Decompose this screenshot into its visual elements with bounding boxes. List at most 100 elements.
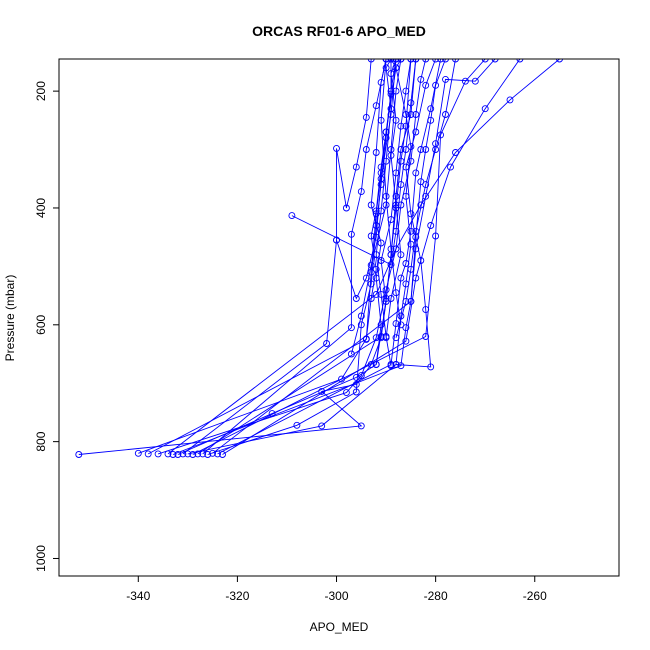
data-point <box>392 59 400 63</box>
data-point <box>387 59 395 63</box>
data-point <box>397 59 405 63</box>
data-point <box>407 99 415 107</box>
data-point <box>382 64 390 72</box>
data-point <box>432 81 440 89</box>
y-axis-label: Pressure (mbar) <box>3 275 17 362</box>
data-point <box>342 389 350 397</box>
series-line-24 <box>395 59 456 338</box>
data-point <box>357 188 365 196</box>
data-point <box>481 59 489 63</box>
data-point <box>407 297 415 305</box>
data-point <box>556 59 563 63</box>
series-line-22 <box>370 59 387 365</box>
series-line-20 <box>375 59 392 366</box>
data-point <box>402 122 410 130</box>
data-point <box>412 245 420 253</box>
data-point <box>442 111 449 118</box>
data-point <box>407 265 415 273</box>
data-point <box>357 312 365 320</box>
data-point <box>382 201 390 209</box>
data-point <box>367 268 375 276</box>
data-point <box>402 146 410 153</box>
data-point <box>377 321 385 329</box>
data-point <box>402 297 410 305</box>
data-point <box>323 340 331 347</box>
data-point <box>377 257 385 264</box>
data-point <box>392 201 400 209</box>
data-point <box>184 450 192 458</box>
data-point <box>417 146 425 153</box>
series-line-17 <box>291 59 417 266</box>
series-line-15 <box>222 59 521 455</box>
data-point <box>219 451 226 458</box>
series-line-25 <box>380 59 402 325</box>
series-line-5 <box>202 59 387 455</box>
data-point <box>372 265 380 273</box>
data-point <box>417 257 425 264</box>
data-point <box>432 232 440 240</box>
series-line-19 <box>350 59 402 355</box>
data-point <box>422 192 430 200</box>
x-tick-label: -280 <box>424 589 448 603</box>
data-point <box>452 149 459 156</box>
data-point <box>367 295 375 302</box>
data-point <box>397 181 405 189</box>
data-point <box>382 192 390 200</box>
data-point <box>362 113 370 121</box>
data-point <box>372 290 380 298</box>
data-point <box>422 81 430 89</box>
data-point <box>367 201 375 209</box>
data-point <box>204 451 212 458</box>
data-point <box>377 207 385 215</box>
data-point <box>352 295 360 302</box>
data-point <box>387 70 395 78</box>
data-point <box>392 334 400 342</box>
data-point <box>164 450 172 458</box>
data-point <box>452 59 459 63</box>
data-point <box>412 59 420 63</box>
data-point <box>422 333 430 340</box>
data-point <box>347 230 355 238</box>
data-point <box>422 146 430 153</box>
data-point <box>352 388 360 396</box>
data-point <box>382 334 390 342</box>
series-line-4 <box>182 59 372 455</box>
data-point <box>387 261 395 269</box>
data-point <box>432 146 440 153</box>
data-point <box>397 321 405 329</box>
data-point <box>372 274 380 282</box>
x-tick-label: -260 <box>523 589 547 603</box>
data-point <box>347 324 355 332</box>
data-point <box>387 87 395 95</box>
data-point <box>397 362 405 370</box>
data-point <box>412 169 420 177</box>
data-point <box>333 144 340 152</box>
data-point <box>402 324 410 332</box>
data-point <box>392 361 400 368</box>
y-tick-label: 800 <box>34 431 48 451</box>
data-point <box>422 181 430 189</box>
data-point <box>318 422 326 430</box>
data-point <box>209 449 217 457</box>
data-point <box>367 59 375 63</box>
data-point <box>134 449 142 457</box>
data-point <box>144 450 152 458</box>
x-tick-label: -320 <box>225 589 249 603</box>
data-point <box>397 274 405 282</box>
data-point <box>382 157 390 165</box>
series-line-23 <box>385 59 402 338</box>
data-point <box>427 222 435 229</box>
data-point <box>427 105 435 113</box>
data-point <box>288 212 296 220</box>
data-point <box>422 59 430 63</box>
data-point <box>387 362 395 370</box>
data-point <box>362 335 370 343</box>
y-tick-label: 200 <box>34 81 48 101</box>
series-line-18 <box>336 59 397 300</box>
series-line-21 <box>390 59 412 365</box>
data-point <box>442 59 449 63</box>
data-point <box>397 251 405 259</box>
y-tick-label: 400 <box>34 198 48 218</box>
data-point <box>471 77 479 85</box>
